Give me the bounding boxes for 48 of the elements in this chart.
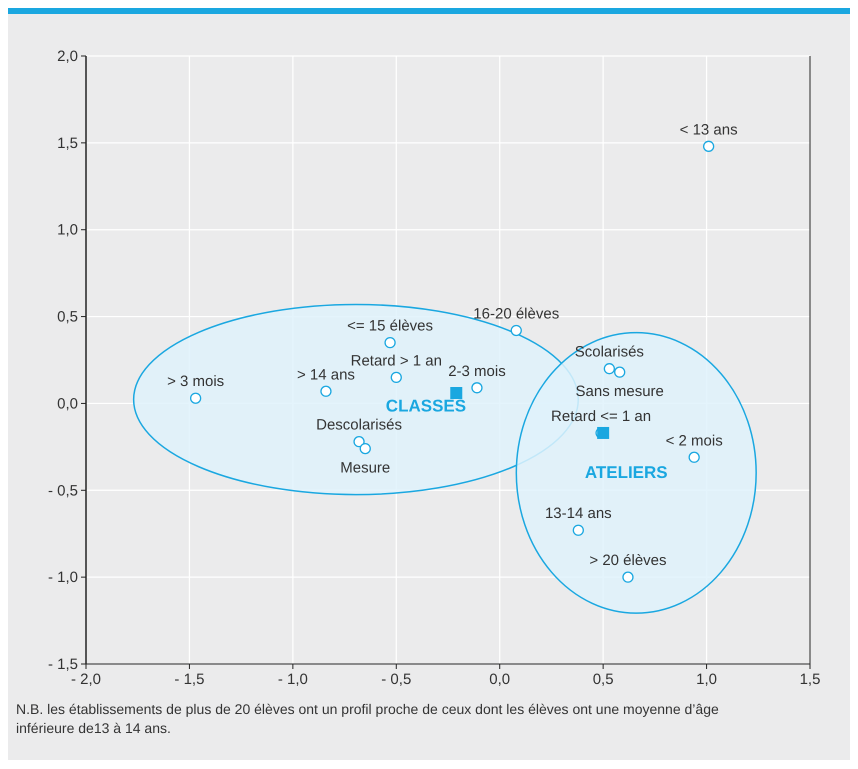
annotation: Retard <= 1 an bbox=[551, 408, 652, 425]
text: N.B. les établissements de plus de 20 élèves ont un profil proche de ceux dont les élèves ont une moyenne d’âge inférieure de13 à 14 ans. bbox=[16, 701, 719, 736]
x-tick-label: - 1,0 bbox=[278, 671, 308, 688]
point bbox=[702, 140, 714, 152]
annotation: 13-14 ans bbox=[544, 505, 612, 522]
point bbox=[450, 387, 462, 400]
y-tick-label: 2,0 bbox=[57, 48, 78, 65]
annotation: 2-3 mois bbox=[448, 362, 506, 380]
annotation: Mesure bbox=[340, 460, 390, 477]
annotation: Sans mesure bbox=[576, 383, 664, 400]
x-tick-label: 1,5 bbox=[800, 671, 820, 688]
y-tick-label: 0,0 bbox=[57, 395, 78, 412]
point bbox=[604, 363, 615, 374]
y-tick-label: - 1,0 bbox=[48, 569, 78, 586]
point bbox=[384, 336, 396, 348]
annotation: Scolarisés bbox=[574, 344, 644, 361]
x-tick-label: - 1,5 bbox=[174, 671, 204, 688]
point bbox=[572, 524, 584, 536]
annotation: < 2 mois bbox=[666, 432, 723, 450]
point bbox=[614, 366, 626, 378]
point bbox=[510, 324, 522, 336]
x-tick-label: 0,0 bbox=[489, 671, 510, 688]
x-tick-label: - 0,5 bbox=[381, 671, 412, 688]
annotation: 16-20 élèves bbox=[473, 305, 560, 322]
point bbox=[597, 426, 610, 439]
y-tick-label: 0,5 bbox=[57, 308, 78, 326]
series-label: ATELIERS bbox=[584, 462, 668, 482]
y-tick-label: 1,5 bbox=[57, 134, 78, 152]
x-tick-label: 0,5 bbox=[592, 671, 614, 688]
annotation: < 13 ans bbox=[680, 121, 738, 138]
point bbox=[190, 392, 202, 404]
annotation: > 3 mois bbox=[167, 373, 224, 390]
annotation: > 20 élèves bbox=[589, 552, 667, 570]
point bbox=[622, 571, 634, 583]
series-label: CLASSES bbox=[386, 396, 466, 416]
y-tick-label: 1,0 bbox=[57, 222, 78, 239]
point bbox=[320, 386, 332, 397]
point bbox=[360, 442, 371, 454]
x-tick-label: - 2,0 bbox=[70, 671, 102, 688]
point bbox=[390, 372, 402, 384]
point bbox=[353, 436, 365, 448]
point bbox=[688, 452, 700, 463]
y-tick-label: - 1,5 bbox=[48, 656, 78, 673]
annotation: <= 15 élèves bbox=[347, 318, 434, 335]
x-tick-label: 1,0 bbox=[696, 671, 717, 688]
y-tick-label: - 0,5 bbox=[48, 482, 78, 500]
point bbox=[471, 382, 483, 394]
annotation: Descolarisés bbox=[316, 416, 402, 434]
